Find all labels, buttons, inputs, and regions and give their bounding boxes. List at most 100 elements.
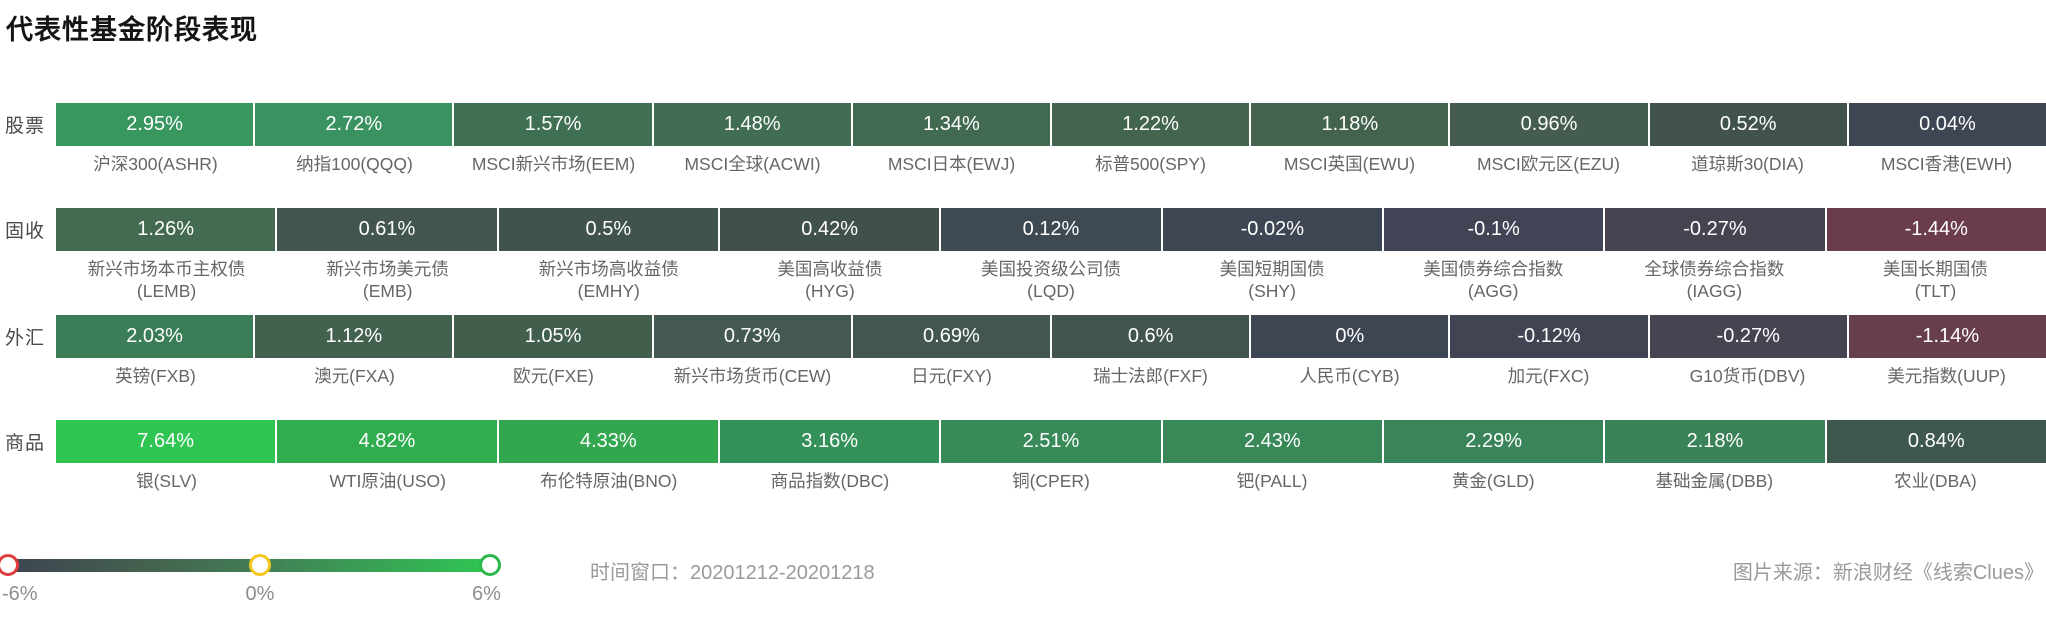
fund-return-cell: -1.14% [1848,315,2046,358]
fund-name-label: 美国高收益债 (HYG) [719,258,940,302]
fund-name-label: 道琼斯30(DIA) [1691,154,1804,174]
fund-return-value: -0.27% [1716,325,1780,347]
color-scale-legend: -6% 0% 6% [0,552,504,614]
fund-name-label: 日元(FXY) [911,366,992,386]
fund-name-row: 新兴市场本币主权债 (LEMB) 新兴市场美元债 (EMB) 新兴市场高收益债 (EMHY… [56,258,2046,302]
fund-return-cell: 2.03% [56,315,254,358]
fund-return-cell: 2.29% [1383,420,1604,463]
fund-return-value: -0.1% [1467,218,1520,240]
category-label: 股票 [5,116,46,137]
fund-return-cell: -0.02% [1162,208,1382,251]
fund-name-label: 铜(CPER) [1012,471,1090,491]
fund-return-value: 0.04% [1919,113,1976,135]
fund-name-label: MSCI新兴市场(EEM) [471,154,636,174]
fund-name-label: 沪深300(ASHR) [93,154,218,174]
fund-return-value: 2.29% [1465,430,1522,452]
fund-return-cell: 1.34% [852,103,1051,146]
fund-ticker-line: (AGG) [1467,281,1519,301]
category-row-content: 2.03% 1.12% 1.05% 0.73% 0.69% 0.6% 0% -0.12% -0.… [56,315,2046,387]
fund-name-label: MSCI英国(EWU) [1283,154,1416,174]
fund-name-label: 基础金属(DBB) [1655,471,1774,491]
fund-return-cell: -0.1% [1383,208,1604,251]
return-bar: 7.64% 4.82% 4.33% 3.16% 2.51% 2.43% 2.29% 2.18%… [56,420,2046,463]
fund-return-value: -1.44% [1904,218,1968,240]
fund-name-label: 银(SLV) [136,471,198,491]
heatmap-rows: 股票 2.95% 2.72% 1.57% 1.48% 1.34% 1.22% 1.18% 0.9… [0,103,2046,492]
fund-return-value: 0.84% [1907,430,1965,452]
fund-return-cell: 0.6% [1052,315,1250,358]
fund-return-cell: 0.04% [1848,103,2046,146]
fund-name-label: 人民币(CYB) [1299,366,1400,386]
category-row: 股票 2.95% 2.72% 1.57% 1.48% 1.34% 1.22% 1.18% 0.9… [0,103,2046,175]
fund-ticker-line: (EMHY) [577,281,640,301]
scale-mid-handle-icon [249,554,271,576]
fund-return-value: 4.82% [358,430,416,452]
fund-return-cell: 0.84% [1826,420,2046,463]
scale-max-label: 6% [472,583,501,605]
fund-return-cell: 2.95% [56,103,254,146]
fund-return-value: 1.48% [723,113,781,135]
fund-return-cell: -0.27% [1649,315,1847,358]
time-window-caption: 时间窗口：20201212-20201218 [590,562,875,584]
fund-name-label: 新兴市场本币主权债 (LEMB) [56,258,277,302]
fund-return-value: 0.61% [358,218,416,240]
fund-name-label: 黄金(GLD) [1451,471,1535,491]
fund-return-cell: 0.42% [719,208,940,251]
fund-return-cell: 1.48% [653,103,851,146]
fund-return-cell: 1.18% [1251,103,1449,146]
fund-name-label: 瑞士法郎(FXF) [1093,366,1208,386]
fund-return-cell: 7.64% [56,420,276,463]
fund-ticker-line: (IAGG) [1686,281,1743,301]
fund-name-label: G10货币(DBV) [1689,366,1806,386]
fund-return-cell: -0.12% [1450,315,1648,358]
fund-return-value: 0.12% [1022,218,1080,240]
fund-name-label: MSCI全球(ACWI) [684,154,821,174]
fund-return-value: -0.02% [1240,218,1304,240]
category-label: 固收 [5,221,46,242]
fund-return-cell: 0.61% [277,208,497,251]
image-source-caption: 图片来源：新浪财经《线索Clues》 [1732,562,2044,584]
fund-return-cell: 4.33% [498,420,718,463]
fund-name-label: 新兴市场货币(CEW) [673,366,832,386]
fund-return-value: 7.64% [137,430,195,452]
fund-name-label: 加元(FXC) [1507,366,1590,386]
fund-return-value: 2.72% [325,113,383,135]
scale-min-label: -6% [2,583,38,605]
category-row: 固收 1.26% 0.61% 0.5% 0.42% 0.12% -0.02% -0.1% -0.… [0,208,2046,302]
fund-name-label: 农业(DBA) [1894,471,1977,491]
fund-return-cell: 2.18% [1605,420,1825,463]
fund-return-value: 1.05% [524,325,582,347]
fund-name-label: 新兴市场高收益债 (EMHY) [498,258,719,302]
fund-name-line: 全球债券综合指数 [1644,259,1785,279]
fund-name-label: 新兴市场美元债 (EMB) [277,258,498,302]
fund-return-cell: 1.12% [255,315,453,358]
fund-name-label: 澳元(FXA) [314,366,395,386]
scale-mid-label: 0% [245,583,275,605]
return-bar: 2.03% 1.12% 1.05% 0.73% 0.69% 0.6% 0% -0.12% -0.… [56,315,2046,358]
fund-name-line: 美国长期国债 [1882,259,1988,279]
category-label: 商品 [5,433,46,454]
fund-ticker-line: (TLT) [1914,281,1957,301]
fund-return-value: 0.69% [923,325,980,347]
fund-return-value: -0.12% [1517,325,1581,347]
fund-return-value: 4.33% [579,430,637,452]
fund-return-value: -0.27% [1683,218,1747,240]
fund-return-value: 0.52% [1719,113,1777,135]
fund-return-value: 1.22% [1122,113,1179,135]
fund-return-cell: 0.96% [1450,103,1648,146]
fund-return-value: 2.95% [126,113,183,135]
scale-max-handle-icon [479,554,501,576]
fund-name-label: 美国长期国债 (TLT) [1825,258,2046,302]
fund-return-cell: 0.5% [498,208,718,251]
fund-return-cell: 2.43% [1162,420,1382,463]
fund-ticker-line: (LQD) [1027,281,1075,301]
fund-return-value: 2.43% [1243,430,1301,452]
fund-name-label: 美国债券综合指数 (AGG) [1383,258,1604,302]
fund-return-cell: -1.44% [1826,208,2046,251]
return-bar: 2.95% 2.72% 1.57% 1.48% 1.34% 1.22% 1.18% 0.96%… [56,103,2046,146]
fund-return-cell: 1.05% [454,315,652,358]
fund-name-label: 钯(PALL) [1236,471,1308,491]
category-row-content: 2.95% 2.72% 1.57% 1.48% 1.34% 1.22% 1.18% 0.96%… [56,103,2046,175]
fund-ticker-line: (EMB) [362,281,413,301]
category-row: 商品 7.64% 4.82% 4.33% 3.16% 2.51% 2.43% 2.29% 2.1… [0,420,2046,492]
